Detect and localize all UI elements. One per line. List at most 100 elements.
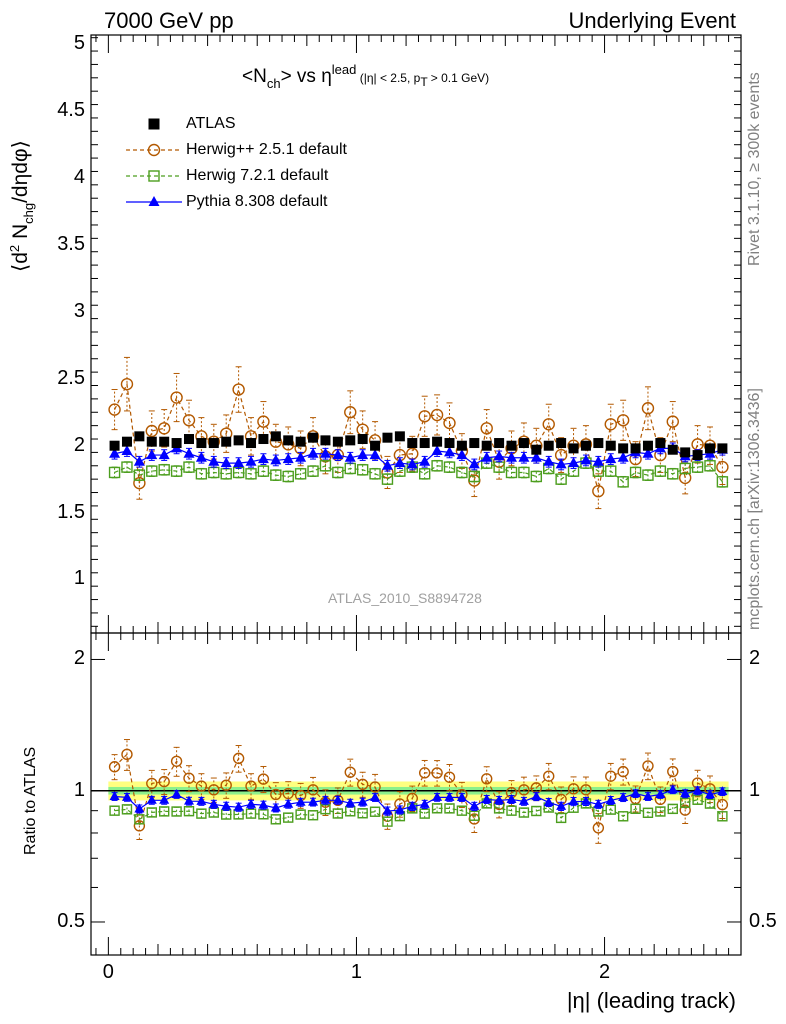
- y-axis-label-a: ⟨d: [9, 252, 32, 272]
- point-herwig-7-2-1-default: [356, 464, 369, 476]
- ratio-point-pythia-8-308-default: [146, 794, 157, 804]
- point-atlas: [295, 436, 306, 447]
- point-herwig-2-5-1-default: [443, 416, 456, 430]
- ratio-point-herwig-7-2-1-default: [369, 806, 381, 817]
- point-herwig-2-5-1-default: [604, 418, 617, 431]
- ratio-line-herwig-2-5-1-default: [114, 753, 723, 831]
- point-atlas: [221, 436, 232, 447]
- point-pythia-8-308-default: [580, 454, 592, 465]
- ratio-point-herwig-7-2-1-default: [134, 814, 145, 825]
- point-pythia-8-308-default: [530, 451, 542, 462]
- point-atlas: [432, 436, 443, 447]
- ratio-point-pythia-8-308-default: [233, 801, 244, 811]
- point-herwig-2-5-1-default: [716, 460, 729, 474]
- point-atlas: [444, 438, 455, 449]
- ratio-point-pythia-8-308-default: [394, 804, 405, 814]
- ratio-point-pythia-8-308-default: [531, 791, 542, 801]
- ratio-point-herwig-7-2-1-default: [295, 809, 306, 820]
- point-atlas: [134, 431, 145, 442]
- main-y-tick-label: 2: [73, 433, 85, 456]
- point-atlas: [357, 434, 368, 445]
- point-herwig-7-2-1-default: [146, 465, 158, 477]
- ratio-point-herwig-7-2-1-default: [258, 809, 269, 820]
- ratio-point-herwig-2-5-1-default: [716, 798, 729, 811]
- point-pythia-8-308-default: [592, 455, 604, 466]
- point-atlas: [605, 440, 616, 451]
- ratio-point-herwig-2-5-1-default: [667, 765, 679, 778]
- ratio-point-pythia-8-308-default: [295, 796, 306, 806]
- point-atlas: [382, 432, 393, 443]
- point-atlas: [580, 440, 591, 451]
- ratio-point-pythia-8-308-default: [382, 805, 393, 815]
- ratio-point-herwig-2-5-1-default: [257, 773, 270, 785]
- ratio-point-pythia-8-308-default: [655, 789, 666, 799]
- point-herwig-2-5-1-default: [480, 422, 493, 435]
- ratio-point-herwig-2-5-1-default: [356, 778, 369, 791]
- point-atlas: [481, 440, 492, 451]
- ratio-point-herwig-7-2-1-default: [531, 805, 542, 817]
- ratio-point-pythia-8-308-default: [469, 800, 480, 810]
- y-axis-label-b: N: [9, 223, 32, 245]
- point-herwig-2-5-1-default: [542, 418, 555, 431]
- point-herwig-7-2-1-default: [332, 466, 344, 479]
- ratio-point-herwig-2-5-1-default: [170, 755, 183, 767]
- point-pythia-8-308-default: [419, 455, 431, 466]
- ratio-point-pythia-8-308-default: [642, 790, 653, 800]
- point-atlas: [717, 443, 728, 454]
- ratio-point-herwig-2-5-1-default: [158, 775, 170, 788]
- ratio-point-pythia-8-308-default: [543, 796, 554, 806]
- ratio-point-herwig-7-2-1-default: [518, 807, 530, 818]
- point-pythia-8-308-default: [518, 451, 530, 462]
- point-herwig-2-5-1-default: [592, 484, 605, 498]
- point-atlas: [518, 438, 529, 449]
- ratio-point-pythia-8-308-default: [332, 794, 343, 804]
- point-herwig-2-5-1-default: [145, 424, 158, 438]
- ratio-point-pythia-8-308-default: [419, 798, 430, 808]
- point-herwig-7-2-1-default: [555, 473, 567, 485]
- point-pythia-8-308-default: [319, 447, 331, 458]
- ratio-y-tick-label-right: 0.5: [749, 909, 777, 932]
- legend-label-herwigpp: Herwig++ 2.5.1 default: [186, 141, 347, 158]
- ratio-point-herwig-7-2-1-default: [270, 814, 282, 825]
- main-y-tick-label: 3.5: [57, 233, 85, 256]
- ratio-point-herwig-7-2-1-default: [444, 803, 455, 814]
- point-atlas: [692, 450, 703, 461]
- ratio-point-pythia-8-308-default: [618, 792, 629, 802]
- ratio-point-pythia-8-308-default: [196, 795, 207, 805]
- point-herwig-2-5-1-default: [108, 403, 121, 416]
- point-herwig-7-2-1-default: [679, 462, 691, 475]
- ratio-point-herwig-7-2-1-default: [679, 797, 691, 808]
- point-pythia-8-308-default: [295, 451, 307, 462]
- point-atlas: [407, 438, 418, 449]
- ratio-y-tick-label: 2: [73, 647, 85, 670]
- point-herwig-7-2-1-default: [642, 469, 654, 481]
- point-pythia-8-308-default: [394, 457, 406, 468]
- ratio-point-pythia-8-308-default: [159, 794, 170, 804]
- ratio-point-herwig-7-2-1-default: [704, 798, 716, 809]
- point-herwig-2-5-1-default: [120, 377, 134, 391]
- y-axis-label-c: /dηdφ⟩: [9, 140, 32, 203]
- ratio-point-pythia-8-308-default: [481, 793, 492, 803]
- point-herwig-7-2-1-default: [183, 461, 195, 473]
- ratio-point-herwig-2-5-1-default: [605, 770, 617, 782]
- ratio-point-herwig-2-5-1-default: [642, 760, 654, 772]
- ratio-point-pythia-8-308-default: [345, 797, 356, 807]
- main-y-tick-label: 4.5: [57, 99, 85, 122]
- ratio-point-pythia-8-308-default: [121, 791, 132, 801]
- ratio-point-pythia-8-308-default: [605, 794, 616, 804]
- point-herwig-7-2-1-default: [716, 476, 729, 488]
- ratio-y-axis-label: Ratio to ATLAS: [22, 746, 39, 855]
- header-energy-label: 7000 GeV pp: [104, 8, 234, 33]
- point-herwig-7-2-1-default: [270, 469, 282, 481]
- point-herwig-2-5-1-default: [344, 406, 357, 419]
- point-pythia-8-308-default: [642, 447, 654, 458]
- point-pythia-8-308-default: [431, 445, 443, 456]
- ratio-point-herwig-7-2-1-default: [307, 810, 319, 821]
- point-herwig-7-2-1-default: [617, 476, 629, 488]
- legend-label-pythia: Pythia 8.308 default: [186, 193, 328, 210]
- ratio-point-herwig-2-5-1-default: [431, 767, 443, 779]
- point-atlas: [419, 438, 430, 449]
- ratio-point-herwig-2-5-1-default: [282, 787, 294, 800]
- legend-label-atlas: ATLAS: [186, 115, 236, 132]
- ratio-point-herwig-7-2-1-default: [419, 808, 430, 819]
